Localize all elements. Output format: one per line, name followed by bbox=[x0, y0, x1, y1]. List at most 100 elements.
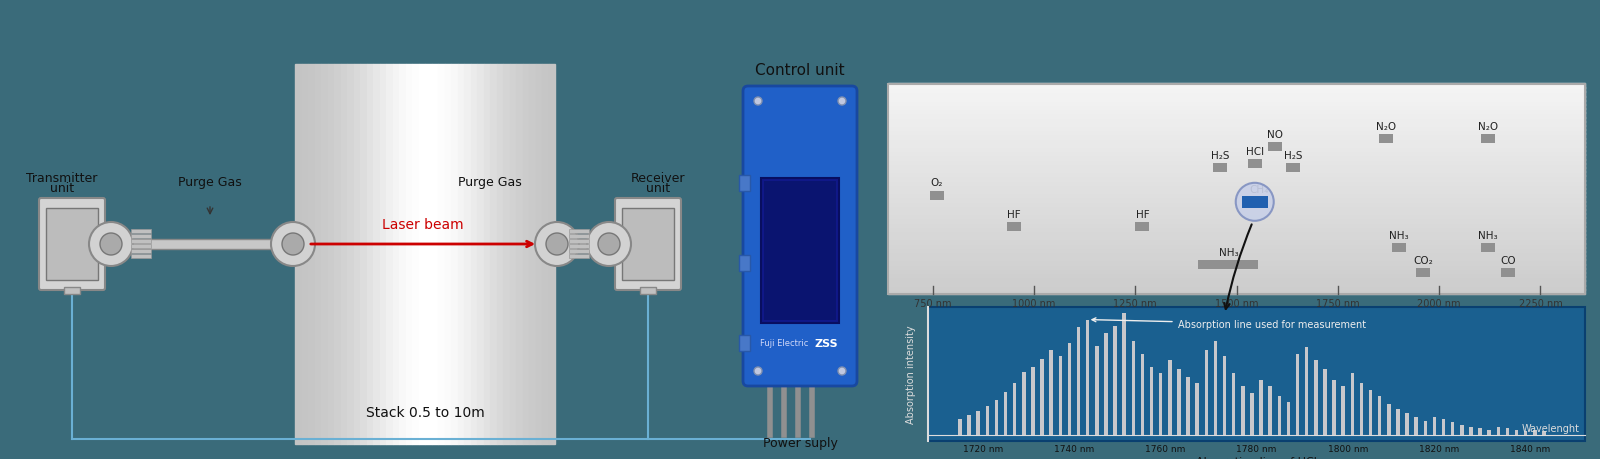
Bar bbox=[536, 65, 542, 444]
Bar bbox=[1306, 347, 1309, 435]
Bar bbox=[888, 256, 1586, 261]
Bar bbox=[555, 240, 618, 249]
Text: Fuji Electric: Fuji Electric bbox=[760, 339, 808, 348]
Bar bbox=[398, 65, 405, 444]
Bar bbox=[888, 201, 1586, 207]
Bar bbox=[102, 240, 294, 249]
Bar bbox=[1003, 392, 1008, 435]
Bar bbox=[1131, 341, 1134, 435]
Bar bbox=[366, 65, 373, 444]
Bar bbox=[1469, 427, 1472, 435]
Bar bbox=[888, 272, 1586, 278]
Bar bbox=[341, 65, 347, 444]
Bar bbox=[307, 65, 315, 444]
Bar bbox=[432, 65, 438, 444]
Bar bbox=[888, 130, 1586, 135]
Bar bbox=[888, 85, 1586, 294]
Text: unit: unit bbox=[646, 182, 670, 195]
Text: H₂S: H₂S bbox=[1283, 151, 1302, 161]
Text: NH₃: NH₃ bbox=[1478, 230, 1498, 241]
Text: 750 nm: 750 nm bbox=[914, 298, 952, 308]
Bar bbox=[131, 240, 150, 243]
Bar bbox=[765, 182, 835, 320]
Text: unit: unit bbox=[50, 182, 74, 195]
Bar bbox=[549, 65, 555, 444]
Bar bbox=[888, 185, 1586, 190]
Text: HCl: HCl bbox=[1246, 147, 1264, 157]
Bar bbox=[570, 249, 589, 253]
Bar bbox=[386, 65, 392, 444]
Bar bbox=[570, 235, 589, 239]
Bar bbox=[1251, 197, 1266, 207]
Text: Purge Gas: Purge Gas bbox=[178, 176, 242, 189]
Bar bbox=[1186, 377, 1190, 435]
Bar bbox=[888, 230, 1586, 235]
Bar bbox=[888, 168, 1586, 173]
Bar bbox=[888, 105, 1586, 110]
Bar bbox=[888, 235, 1586, 240]
Bar bbox=[1296, 354, 1299, 435]
Bar bbox=[1496, 427, 1501, 435]
Bar bbox=[477, 65, 483, 444]
Bar bbox=[995, 400, 998, 435]
Text: O₂: O₂ bbox=[931, 178, 942, 188]
Bar bbox=[888, 109, 1586, 114]
Bar bbox=[1141, 354, 1144, 435]
Bar bbox=[888, 260, 1586, 265]
Bar bbox=[1286, 164, 1301, 173]
Bar bbox=[1368, 391, 1373, 435]
Bar bbox=[888, 151, 1586, 156]
Bar bbox=[315, 65, 322, 444]
Circle shape bbox=[282, 234, 304, 256]
Text: Laser beam: Laser beam bbox=[382, 218, 464, 231]
Bar bbox=[1341, 386, 1346, 435]
Bar bbox=[888, 289, 1586, 294]
Bar bbox=[888, 180, 1586, 185]
Bar bbox=[392, 65, 398, 444]
Bar bbox=[888, 205, 1586, 211]
Circle shape bbox=[838, 367, 846, 375]
Bar bbox=[888, 176, 1586, 181]
Bar bbox=[509, 65, 515, 444]
Bar bbox=[1077, 328, 1080, 435]
Bar bbox=[530, 65, 536, 444]
Bar bbox=[1136, 223, 1149, 231]
Circle shape bbox=[754, 367, 762, 375]
Bar bbox=[354, 65, 360, 444]
Bar bbox=[570, 230, 589, 234]
Circle shape bbox=[270, 223, 315, 266]
Bar bbox=[762, 179, 838, 323]
Bar bbox=[888, 264, 1586, 269]
Bar bbox=[1269, 386, 1272, 435]
Bar bbox=[1277, 396, 1282, 435]
Bar bbox=[1168, 360, 1171, 435]
Bar bbox=[419, 65, 426, 444]
Text: CO₂: CO₂ bbox=[1413, 256, 1432, 266]
Bar bbox=[1323, 369, 1326, 435]
Circle shape bbox=[1235, 184, 1274, 221]
Bar bbox=[1360, 383, 1363, 435]
Bar bbox=[928, 308, 1586, 441]
Text: N₂O: N₂O bbox=[1376, 122, 1397, 132]
Bar bbox=[1414, 417, 1418, 435]
Bar bbox=[1451, 422, 1454, 435]
Bar bbox=[1506, 429, 1509, 435]
Circle shape bbox=[546, 234, 568, 256]
Bar bbox=[490, 65, 496, 444]
Bar bbox=[640, 287, 656, 294]
Bar bbox=[888, 118, 1586, 123]
Bar bbox=[515, 65, 523, 444]
Bar bbox=[1122, 313, 1126, 435]
Bar bbox=[502, 65, 509, 444]
Bar bbox=[542, 65, 549, 444]
Bar bbox=[1242, 386, 1245, 435]
Bar bbox=[888, 122, 1586, 127]
Bar bbox=[888, 155, 1586, 160]
Text: HF: HF bbox=[1006, 210, 1021, 219]
Bar bbox=[1178, 369, 1181, 435]
Bar bbox=[46, 208, 98, 280]
Bar bbox=[464, 65, 470, 444]
Bar bbox=[496, 65, 502, 444]
Text: HF: HF bbox=[1136, 210, 1149, 219]
Bar bbox=[888, 239, 1586, 244]
